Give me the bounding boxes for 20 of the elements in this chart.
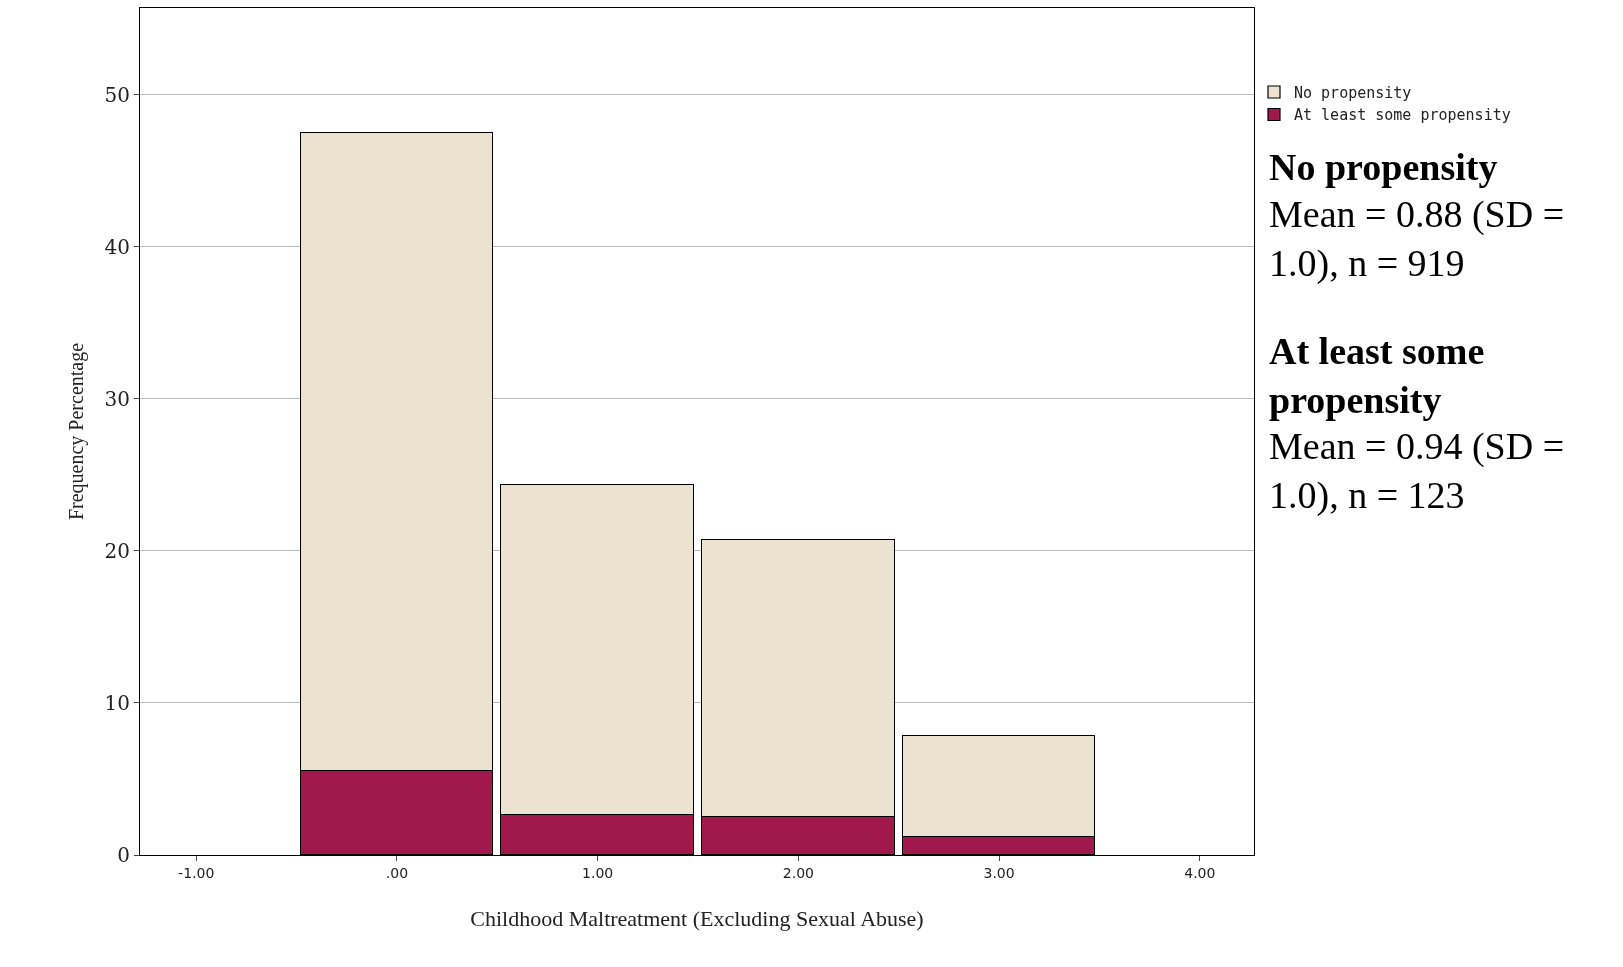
legend-label: At least some propensity — [1294, 106, 1511, 125]
y-tick-label: 50 — [104, 82, 130, 107]
x-tick-label: 1.00 — [582, 864, 614, 881]
y-tick-label: 30 — [104, 386, 130, 411]
y-tick-label: 0 — [117, 843, 130, 867]
y-tick-label: 20 — [104, 538, 130, 563]
legend-label: No propensity — [1294, 83, 1412, 102]
text: At least some propensity — [1269, 330, 1485, 422]
text: No propensity — [1269, 146, 1498, 188]
y-tick-label: 40 — [104, 234, 130, 259]
y-axis-title: Frequency Percentage — [65, 342, 89, 521]
x-tick-label: .00 — [385, 864, 409, 881]
x-tick-label: 2.00 — [782, 864, 814, 881]
y-tick-label: 10 — [104, 690, 130, 715]
x-tick-label: 3.00 — [983, 864, 1015, 881]
x-tick-label: -1.00 — [178, 864, 215, 881]
x-tick-label: 4.00 — [1184, 864, 1216, 881]
text: Mean = 0.94 (SD = 1.0), n = 123 — [1269, 425, 1565, 518]
text: Mean = 0.88 (SD = 1.0), n = 919 — [1269, 193, 1565, 286]
x-axis-title: Childhood Maltreatment (Excluding Sexual Abuse) — [470, 905, 924, 931]
